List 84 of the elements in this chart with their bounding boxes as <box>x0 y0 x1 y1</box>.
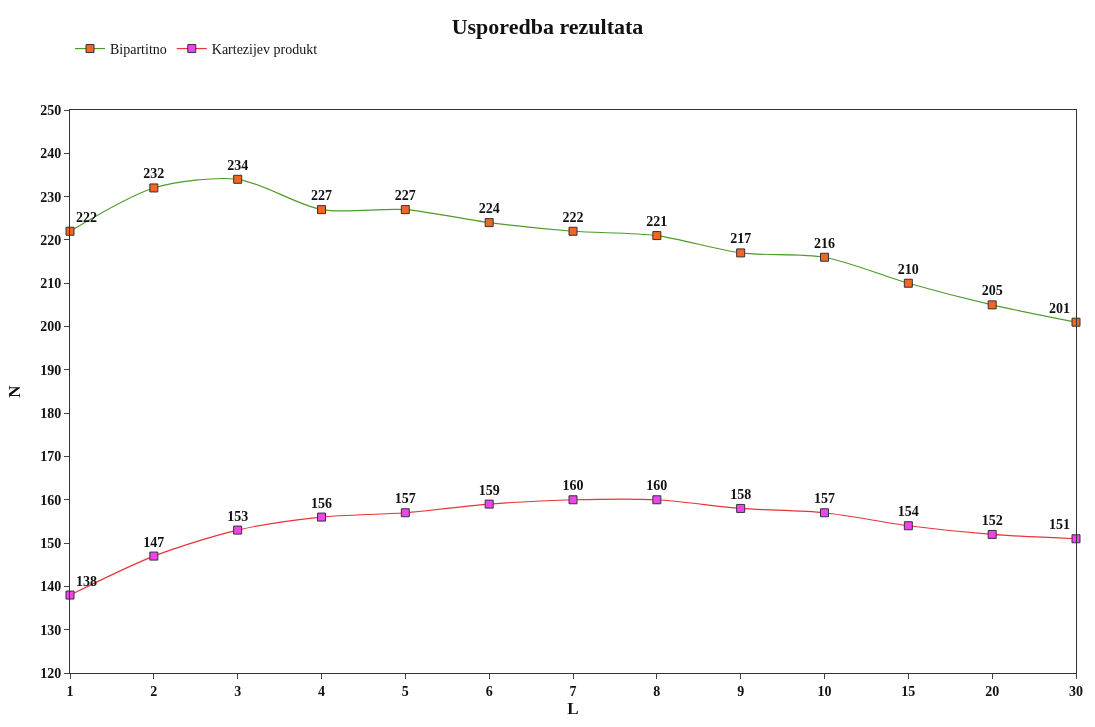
data-label: 222 <box>562 209 584 225</box>
point <box>903 521 913 531</box>
point <box>987 300 997 310</box>
point <box>1071 534 1081 544</box>
y-tick-label: 200 <box>40 319 62 335</box>
data-label: 227 <box>311 188 332 204</box>
y-tick-label: 180 <box>40 406 62 422</box>
data-label: 152 <box>981 512 1003 528</box>
data-label: 224 <box>478 201 500 217</box>
y-tick-label: 170 <box>40 449 62 465</box>
y-tick-label: 160 <box>40 492 62 508</box>
data-label: 201 <box>1049 300 1070 316</box>
data-label: 154 <box>897 504 919 520</box>
data-label: 158 <box>730 486 752 502</box>
y-tick-label: 210 <box>40 276 62 292</box>
point <box>652 231 662 241</box>
x-tick-label: 1 <box>66 683 74 699</box>
point <box>987 529 997 539</box>
data-label: 147 <box>143 534 165 550</box>
x-tick-label: 5 <box>401 683 409 699</box>
point <box>736 248 746 258</box>
data-label: 157 <box>814 491 835 507</box>
data-label: 222 <box>76 209 97 225</box>
y-tick-label: 190 <box>40 362 62 378</box>
data-label: 216 <box>814 235 835 251</box>
data-label: 160 <box>646 478 668 494</box>
point <box>903 278 913 288</box>
point <box>65 590 75 600</box>
x-tick-label: 6 <box>485 683 493 699</box>
x-tick-label: 8 <box>653 683 661 699</box>
x-tick-label: 2 <box>150 683 158 699</box>
y-tick-label: 150 <box>40 535 62 551</box>
legend-label: Bipartitno <box>110 42 167 58</box>
data-label: 153 <box>227 508 249 524</box>
point <box>65 226 75 236</box>
x-tick-label: 20 <box>985 683 1000 699</box>
y-tick-label: 120 <box>40 665 62 681</box>
data-label: 156 <box>311 495 332 511</box>
x-tick-label: 10 <box>817 683 832 699</box>
x-tick-label: 9 <box>737 683 745 699</box>
point <box>1071 317 1081 327</box>
point <box>149 551 159 561</box>
point <box>317 512 326 522</box>
point <box>317 205 326 215</box>
x-tick-label: 4 <box>318 683 325 699</box>
x-tick-label: 3 <box>234 683 242 699</box>
data-label: 217 <box>730 231 752 247</box>
point <box>484 499 494 509</box>
data-label: 210 <box>897 261 919 277</box>
y-axis-title: N <box>4 384 24 398</box>
x-tick-label: 15 <box>901 683 916 699</box>
data-label: 221 <box>646 214 668 230</box>
point <box>820 508 829 518</box>
y-tick-label: 140 <box>40 579 62 595</box>
x-axis-title: L <box>567 699 579 719</box>
data-label: 151 <box>1049 517 1070 533</box>
y-tick-label: 250 <box>40 102 62 118</box>
point <box>400 508 410 518</box>
data-label: 227 <box>394 188 416 204</box>
point <box>233 525 243 535</box>
point <box>149 183 159 193</box>
point <box>568 495 578 505</box>
x-tick-label: 7 <box>569 683 577 699</box>
data-label: 205 <box>981 283 1003 299</box>
data-label: 234 <box>227 157 249 173</box>
data-label: 157 <box>394 491 416 507</box>
chart-title: Usporedba rezultata <box>451 13 644 39</box>
y-tick-label: 220 <box>40 232 62 248</box>
point <box>400 205 410 215</box>
y-tick-label: 240 <box>40 146 62 162</box>
y-tick-label: 130 <box>40 622 62 638</box>
point <box>652 495 662 505</box>
point <box>820 252 829 262</box>
data-label: 159 <box>478 482 500 498</box>
point <box>568 226 578 236</box>
x-tick-label: 30 <box>1069 683 1083 699</box>
y-tick-label: 230 <box>40 189 62 205</box>
data-label: 160 <box>562 478 584 494</box>
point <box>233 174 243 184</box>
data-label: 232 <box>143 166 165 182</box>
data-label: 138 <box>76 573 97 589</box>
point <box>736 503 746 513</box>
legend-label: Kartezijev produkt <box>211 42 318 58</box>
point <box>484 218 494 228</box>
